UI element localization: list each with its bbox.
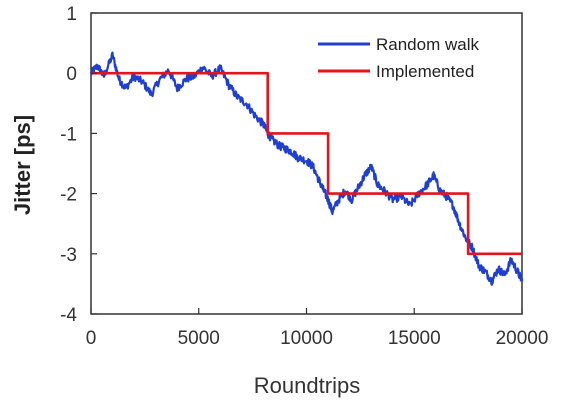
legend-label: Random walk xyxy=(376,35,479,54)
x-tick-label: 0 xyxy=(86,328,97,349)
series-layer xyxy=(89,51,524,286)
x-tick-label: 20000 xyxy=(496,328,549,349)
series-line-implemented xyxy=(91,71,522,256)
legend: Random walk Implemented xyxy=(318,35,479,81)
y-tick-label: 1 xyxy=(66,4,77,25)
x-tick-label: 15000 xyxy=(388,328,441,349)
y-axis-title: Jitter [ps] xyxy=(10,115,35,215)
y-tick-label: -1 xyxy=(60,124,77,145)
y-tick-label: -4 xyxy=(60,305,77,326)
y-tick-label: 0 xyxy=(66,64,77,85)
x-axis-title: Roundtrips xyxy=(254,373,360,398)
x-tick-label: 5000 xyxy=(178,328,220,349)
y-tick-label: -2 xyxy=(60,185,77,206)
y-tick-label: -3 xyxy=(60,245,77,266)
series-line-random-walk xyxy=(89,51,524,286)
axes-layer: 0 5000 10000 15000 20000 1 0 -1 -2 -3 -4 xyxy=(60,4,548,349)
x-tick-label: 10000 xyxy=(280,328,333,349)
legend-label: Implemented xyxy=(376,62,474,81)
